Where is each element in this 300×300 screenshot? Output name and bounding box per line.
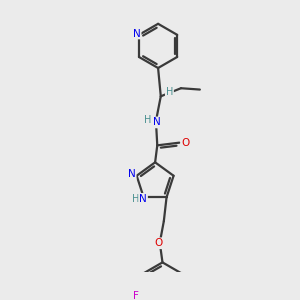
Text: N: N: [139, 194, 147, 204]
Text: F: F: [133, 290, 139, 300]
Text: N: N: [153, 117, 160, 128]
Text: H: H: [133, 194, 140, 204]
Text: H: H: [144, 115, 152, 125]
Text: H: H: [166, 87, 173, 97]
Text: O: O: [154, 238, 163, 248]
Text: N: N: [133, 28, 141, 38]
Text: O: O: [181, 138, 189, 148]
Text: N: N: [128, 169, 136, 179]
